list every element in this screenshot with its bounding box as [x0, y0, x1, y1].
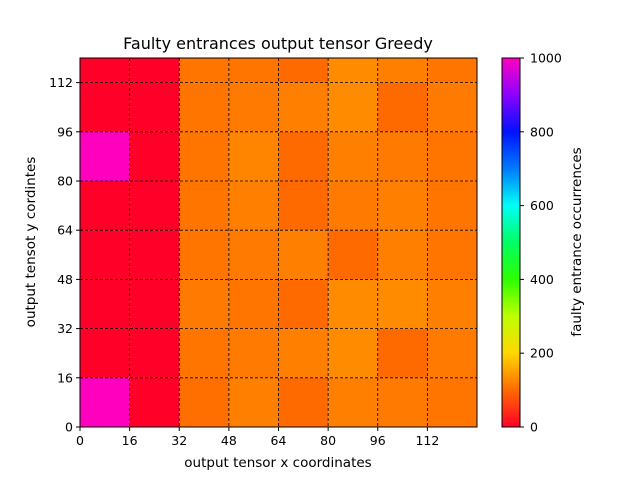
heatmap-cell	[427, 328, 477, 378]
x-tick-label: 0	[76, 433, 84, 448]
heatmap-cell	[179, 58, 229, 83]
heatmap-cell	[427, 230, 477, 280]
colorbar-tick-label: 600	[530, 198, 554, 213]
heatmap-cell	[278, 131, 329, 181]
y-tick-label: 0	[65, 420, 73, 435]
y-tick-label: 96	[57, 124, 73, 139]
heatmap-cell	[228, 328, 279, 378]
heatmap-cell	[129, 279, 180, 329]
x-tick-label: 48	[221, 433, 237, 448]
heatmap-cell	[80, 377, 130, 427]
heatmap-cell	[80, 181, 130, 231]
y-axis-ticks: 0 16 32 48 64 80 96 112	[49, 75, 80, 435]
colorbar-ticks: 0 200 400 600 800 1000	[520, 51, 562, 435]
heatmap-cell	[427, 279, 477, 329]
heatmap-cell	[328, 131, 378, 181]
heatmap-cell	[328, 328, 378, 378]
heatmap-cell	[278, 328, 329, 378]
heatmap-cell	[129, 230, 180, 280]
heatmap-cells	[80, 58, 477, 427]
heatmap-cell	[129, 377, 180, 427]
heatmap-cell	[129, 82, 180, 132]
heatmap-cell	[278, 181, 329, 231]
grid-lines	[80, 58, 477, 427]
heatmap-cell	[278, 377, 329, 427]
heatmap-cell	[427, 181, 477, 231]
heatmap-cell	[228, 230, 279, 280]
y-tick-label: 16	[57, 370, 73, 385]
heatmap-cell	[80, 58, 130, 83]
heatmap-cell	[427, 377, 477, 427]
colorbar-tick-label: 400	[530, 272, 554, 287]
x-tick-label: 112	[415, 433, 439, 448]
colorbar-tick-label: 800	[530, 124, 554, 139]
heatmap-cell	[179, 328, 229, 378]
x-axis-ticks: 0 16 32 48 64 80 96 112	[76, 427, 439, 448]
x-tick-label: 16	[122, 433, 138, 448]
heatmap-cell	[179, 279, 229, 329]
y-tick-label: 48	[57, 272, 73, 287]
colorbar-tick-label: 0	[530, 420, 538, 435]
heatmap-cell	[427, 58, 477, 83]
heatmap-cell	[80, 131, 130, 181]
colorbar-tick-label: 200	[530, 346, 554, 361]
heatmap-cell	[278, 279, 329, 329]
x-axis-label: output tensor x coordinates	[184, 455, 371, 471]
heatmap-cell	[328, 58, 378, 83]
heatmap-cell	[328, 82, 378, 132]
heatmap-cell	[377, 131, 428, 181]
heatmap-cell	[377, 181, 428, 231]
heatmap-cell	[179, 181, 229, 231]
heatmap-cell	[80, 230, 130, 280]
heatmap-cell	[179, 82, 229, 132]
heatmap-cell	[129, 181, 180, 231]
heatmap-cell	[228, 58, 279, 83]
x-tick-label: 80	[320, 433, 336, 448]
colorbar	[501, 57, 521, 428]
heatmap-cell	[129, 131, 180, 181]
heatmap-cell	[328, 230, 378, 280]
heatmap-cell	[228, 131, 279, 181]
y-tick-label: 80	[57, 174, 73, 189]
heatmap-cell	[129, 328, 180, 378]
colorbar-tick-label: 1000	[530, 51, 562, 66]
heatmap-cell	[377, 82, 428, 132]
heatmap-cell	[278, 230, 329, 280]
heatmap-cell	[179, 377, 229, 427]
heatmap-cell	[427, 82, 477, 132]
x-tick-label: 64	[271, 433, 287, 448]
y-axis-label: output tensot y cordintes	[23, 157, 39, 328]
heatmap-cell	[129, 58, 180, 83]
heatmap-cell	[228, 377, 279, 427]
heatmap-cell	[377, 377, 428, 427]
y-tick-label: 32	[57, 321, 73, 336]
heatmap-cell	[328, 377, 378, 427]
heatmap-cell	[228, 279, 279, 329]
heatmap-cell	[228, 82, 279, 132]
heatmap-cell	[80, 328, 130, 378]
heatmap-cell	[328, 181, 378, 231]
heatmap-cell	[179, 230, 229, 280]
x-tick-label: 96	[370, 433, 386, 448]
y-tick-label: 64	[57, 223, 73, 238]
x-tick-label: 32	[171, 433, 187, 448]
heatmap-cell	[179, 131, 229, 181]
colorbar-label: faulty entrance occurrences	[569, 147, 585, 336]
heatmap-cell	[377, 58, 428, 83]
heatmap-cell	[377, 230, 428, 280]
heatmap-cell	[228, 181, 279, 231]
chart-title: Faulty entrances output tensor Greedy	[123, 34, 433, 53]
heatmap-cell	[377, 279, 428, 329]
heatmap-cell	[80, 279, 130, 329]
heatmap-cell	[80, 82, 130, 132]
y-tick-label: 112	[49, 75, 73, 90]
heatmap-cell	[278, 58, 329, 83]
heatmap-cell	[328, 279, 378, 329]
heatmap-cell	[427, 131, 477, 181]
heatmap-cell	[278, 82, 329, 132]
heatmap-cell	[377, 328, 428, 378]
